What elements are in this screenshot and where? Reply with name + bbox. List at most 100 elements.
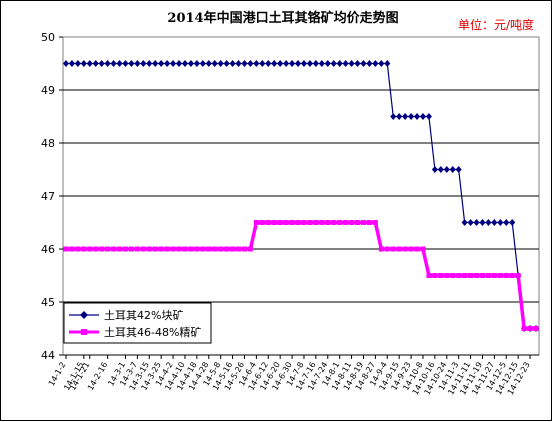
data-point-ore — [146, 60, 153, 67]
data-point-concentrate — [176, 246, 182, 252]
unit-label: 单位：元/吨度 — [458, 17, 534, 32]
data-point-ore — [300, 60, 307, 67]
data-point-concentrate — [479, 273, 485, 278]
data-point-concentrate — [182, 246, 188, 252]
data-point-concentrate — [117, 246, 123, 252]
data-point-ore — [74, 60, 81, 67]
data-point-concentrate — [289, 220, 295, 225]
data-point-concentrate — [63, 246, 69, 252]
data-point-ore — [271, 60, 278, 67]
data-point-ore — [491, 219, 498, 226]
y-tick-label: 46 — [41, 243, 55, 256]
y-tick-label: 48 — [41, 137, 55, 150]
data-point-concentrate — [170, 246, 176, 252]
x-axis: 14-1-214-1-1514-1-2114-2-1614-3-114-3-71… — [47, 354, 539, 396]
data-point-concentrate — [99, 246, 105, 252]
data-point-ore — [229, 60, 236, 67]
data-point-concentrate — [122, 246, 128, 252]
data-point-ore — [479, 219, 486, 226]
data-point-ore — [402, 113, 409, 120]
data-point-ore — [98, 60, 105, 67]
data-point-ore — [164, 60, 171, 67]
data-point-concentrate — [503, 273, 509, 278]
data-point-concentrate — [224, 246, 230, 252]
data-point-ore — [92, 60, 99, 67]
data-point-ore — [360, 60, 367, 67]
data-point-ore — [116, 60, 123, 67]
data-point-concentrate — [432, 273, 438, 278]
data-point-concentrate — [236, 246, 242, 252]
data-point-ore — [324, 60, 331, 67]
data-point-ore — [425, 113, 432, 120]
data-point-concentrate — [140, 246, 146, 252]
data-point-ore — [193, 60, 200, 67]
data-point-ore — [396, 113, 403, 120]
data-point-ore — [497, 219, 504, 226]
data-point-ore — [437, 166, 444, 173]
data-point-concentrate — [343, 220, 349, 225]
data-point-concentrate — [93, 246, 99, 252]
data-point-ore — [122, 60, 129, 67]
data-point-ore — [277, 60, 284, 67]
data-point-ore — [354, 60, 361, 67]
data-point-concentrate — [188, 246, 194, 252]
data-point-concentrate — [81, 246, 87, 252]
data-point-ore — [253, 60, 260, 67]
data-point-ore — [408, 113, 415, 120]
data-point-concentrate — [533, 326, 539, 331]
chart-title: 2014年中国港口土耳其铬矿均价走势图 — [167, 10, 398, 26]
data-point-ore — [306, 60, 313, 67]
data-point-ore — [205, 60, 212, 67]
data-point-ore — [176, 60, 183, 67]
data-point-ore — [473, 219, 480, 226]
data-point-concentrate — [277, 220, 283, 225]
data-point-concentrate — [337, 220, 343, 225]
data-point-concentrate — [384, 246, 390, 252]
data-point-concentrate — [265, 220, 271, 225]
data-point-ore — [187, 60, 194, 67]
y-tick-label: 49 — [41, 84, 55, 97]
data-point-concentrate — [372, 220, 378, 225]
y-tick-label: 50 — [41, 31, 55, 44]
data-point-ore — [342, 60, 349, 67]
data-point-concentrate — [295, 220, 301, 225]
legend-label-concentrate: 土耳其46-48%精矿 — [104, 326, 201, 339]
data-point-concentrate — [253, 220, 259, 225]
data-point-concentrate — [456, 273, 462, 278]
data-point-ore — [199, 60, 206, 67]
data-point-concentrate — [491, 273, 497, 278]
data-point-concentrate — [485, 273, 491, 278]
legend-marker-concentrate — [81, 329, 87, 335]
y-tick-label: 47 — [41, 190, 55, 203]
data-point-ore — [503, 219, 510, 226]
data-point-ore — [128, 60, 135, 67]
legend-marker-ore — [80, 311, 88, 319]
data-point-concentrate — [355, 220, 361, 225]
data-point-concentrate — [212, 246, 218, 252]
data-point-concentrate — [313, 220, 319, 225]
data-point-ore — [289, 60, 296, 67]
data-point-concentrate — [206, 246, 212, 252]
data-point-ore — [330, 60, 337, 67]
data-point-concentrate — [408, 246, 414, 252]
data-point-concentrate — [301, 220, 307, 225]
data-point-ore — [217, 60, 224, 67]
data-point-ore — [223, 60, 230, 67]
legend-label-ore: 土耳其42%块矿 — [104, 309, 183, 322]
data-point-concentrate — [402, 246, 408, 252]
data-point-ore — [336, 60, 343, 67]
data-point-concentrate — [146, 246, 152, 252]
data-point-concentrate — [247, 246, 253, 252]
y-tick-label: 44 — [41, 349, 55, 362]
data-point-concentrate — [200, 246, 206, 252]
data-point-concentrate — [474, 273, 480, 278]
data-point-concentrate — [134, 246, 140, 252]
data-point-concentrate — [87, 246, 93, 252]
data-point-ore — [86, 60, 93, 67]
series-layer — [62, 60, 540, 332]
data-point-ore — [265, 60, 272, 67]
data-point-concentrate — [462, 273, 468, 278]
data-point-concentrate — [283, 220, 289, 225]
data-point-concentrate — [230, 246, 236, 252]
